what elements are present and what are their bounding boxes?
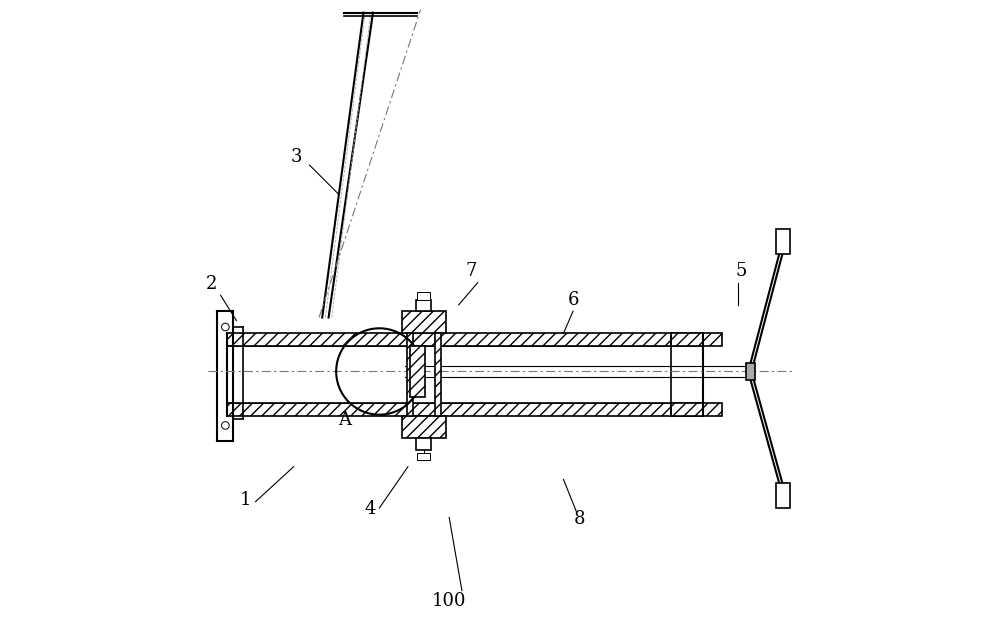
Bar	[671, 403, 703, 416]
Text: 5: 5	[736, 262, 747, 280]
Text: 4: 4	[364, 500, 376, 518]
Text: 3: 3	[291, 148, 303, 166]
Bar	[407, 333, 413, 416]
Bar	[227, 403, 722, 416]
Bar	[671, 333, 703, 346]
Bar	[402, 416, 446, 438]
Bar	[227, 333, 722, 346]
Text: 1: 1	[240, 491, 252, 509]
Bar	[416, 438, 431, 450]
Text: 8: 8	[574, 510, 585, 528]
Text: 6: 6	[567, 291, 579, 309]
Bar	[417, 453, 430, 460]
Bar	[776, 483, 790, 508]
Text: 2: 2	[205, 275, 217, 293]
Bar	[410, 346, 425, 397]
Text: A: A	[338, 411, 351, 429]
Text: 100: 100	[432, 592, 466, 610]
Bar	[416, 300, 431, 311]
Bar	[417, 292, 430, 300]
Bar	[776, 229, 790, 254]
Bar	[435, 333, 441, 416]
Bar	[746, 363, 755, 380]
Text: 7: 7	[466, 262, 477, 280]
Bar	[402, 311, 446, 333]
